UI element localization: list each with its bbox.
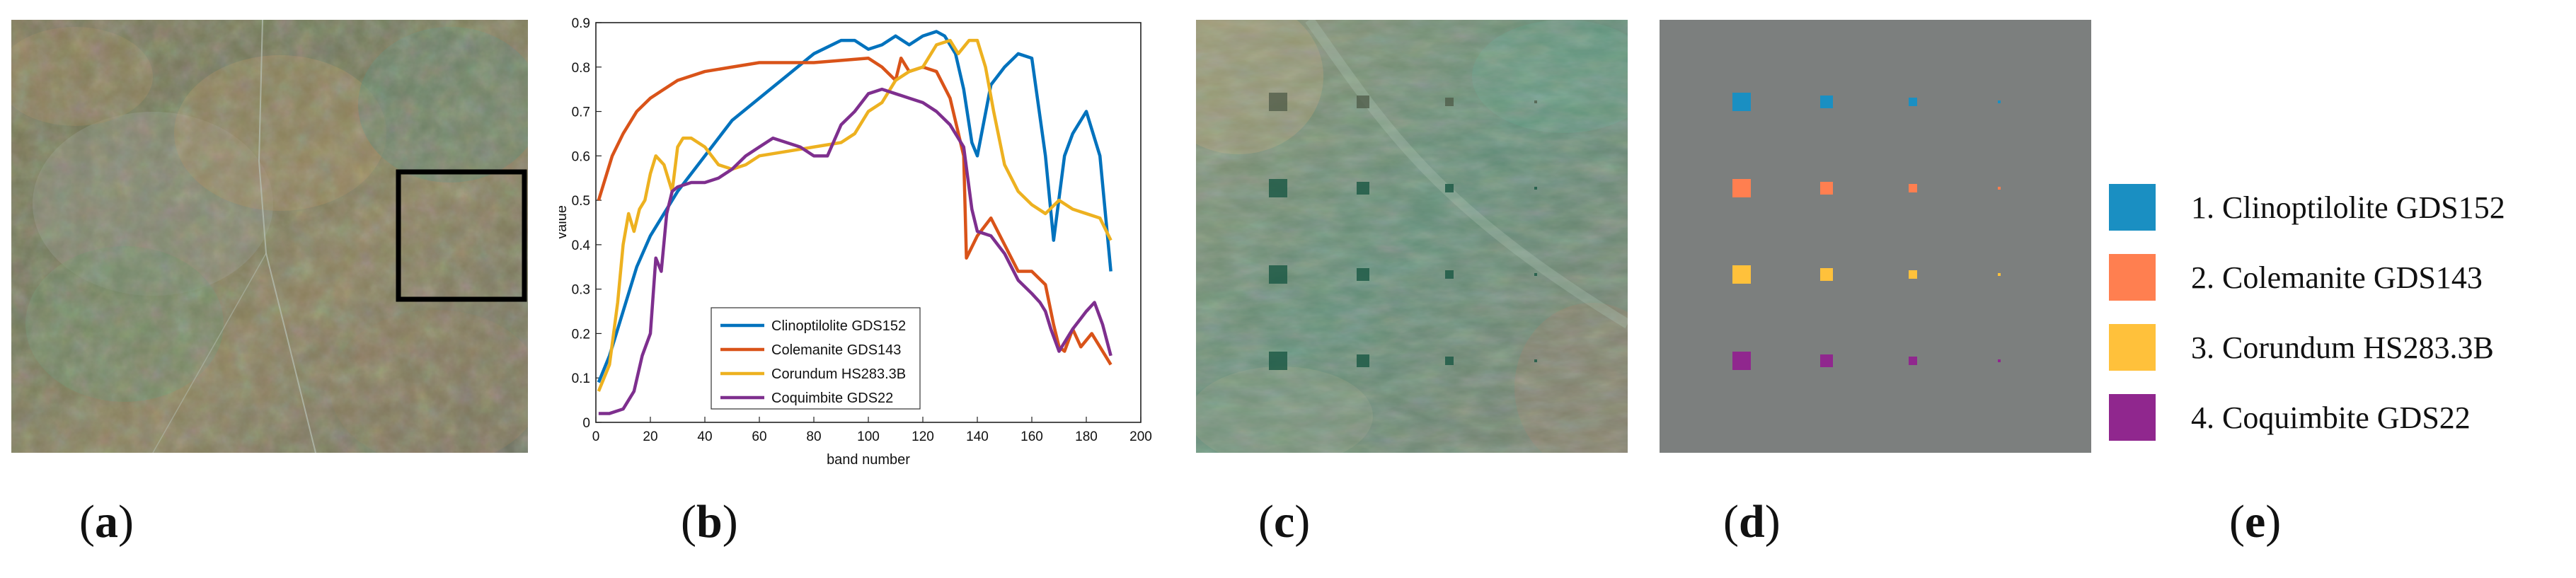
- x-tick-label: 160: [1020, 429, 1043, 444]
- y-tick-label: 0.6: [572, 149, 590, 164]
- legend-label: 2. Colemanite GDS143: [2191, 260, 2483, 295]
- material-legend: 1. Clinoptilolite GDS152 2. Colemanite G…: [2109, 184, 2576, 453]
- implanted-target: [1445, 270, 1454, 279]
- implanted-target: [1534, 359, 1537, 362]
- y-tick-label: 0: [582, 416, 590, 431]
- legend-label: 4. Coquimbite GDS22: [2191, 400, 2471, 435]
- implanted-target: [1357, 268, 1369, 281]
- legend-entry: Clinoptilolite GDS152: [771, 318, 906, 334]
- x-axis-label: band number: [827, 452, 910, 468]
- implanted-target: [1534, 187, 1537, 190]
- series-line-4: [598, 87, 1112, 415]
- ground-truth-target: [1732, 179, 1751, 197]
- caption-a: (a): [79, 496, 134, 548]
- y-tick-label: 0.7: [572, 105, 590, 120]
- y-tick-label: 0.1: [572, 371, 590, 386]
- implanted-target: [1357, 182, 1369, 195]
- ground-truth-target: [1820, 182, 1833, 195]
- series-line-3: [597, 38, 1112, 392]
- ground-truth-target: [1732, 93, 1751, 111]
- implanted-target: [1269, 179, 1287, 197]
- region-of-interest-box: [396, 169, 527, 302]
- legend-swatch: [2109, 324, 2156, 371]
- x-tick-label: 140: [966, 429, 989, 444]
- implanted-target: [1357, 354, 1369, 367]
- x-tick-label: 120: [912, 429, 934, 444]
- x-tick-label: 20: [643, 429, 657, 444]
- series-line-1: [597, 30, 1112, 383]
- ground-truth-target: [1998, 100, 2001, 103]
- ground-truth-target: [1998, 359, 2001, 362]
- implanted-target: [1534, 100, 1537, 103]
- implanted-target: [1357, 96, 1369, 108]
- implanted-target: [1445, 98, 1454, 106]
- caption-e: (e): [2229, 496, 2282, 548]
- legend-entry: Colemanite GDS143: [771, 342, 901, 358]
- ground-truth-target: [1820, 354, 1833, 367]
- caption-b: (b): [681, 496, 738, 548]
- ground-truth-target: [1909, 184, 1917, 192]
- x-tick-label: 40: [697, 429, 712, 444]
- x-tick-label: 200: [1129, 429, 1152, 444]
- ground-truth-target: [1732, 352, 1751, 370]
- implanted-target: [1269, 265, 1287, 284]
- x-tick-label: 180: [1075, 429, 1098, 444]
- legend-item: 1. Clinoptilolite GDS152: [2109, 184, 2505, 231]
- y-tick-label: 0.9: [572, 16, 590, 31]
- legend-entry: Corundum HS283.3B: [771, 366, 906, 382]
- implanted-target: [1534, 273, 1537, 276]
- spectral-signature-chart: 0 20 40 60 80 100 120 140 160 180 200 0 0.1 0.2 0.3 0.4…: [559, 14, 1182, 481]
- implanted-target: [1269, 93, 1287, 111]
- y-tick-label: 0.4: [572, 238, 591, 253]
- legend-item: 3. Corundum HS283.3B: [2109, 324, 2494, 371]
- y-tick-label: 0.8: [572, 61, 590, 76]
- x-tick-label: 60: [752, 429, 766, 444]
- y-axis-label: value: [559, 205, 570, 239]
- legend-swatch: [2109, 254, 2156, 301]
- legend-swatch: [2109, 394, 2156, 441]
- ground-truth-target: [1820, 96, 1833, 108]
- implanted-target: [1445, 357, 1454, 365]
- legend-label: 3. Corundum HS283.3B: [2191, 330, 2494, 365]
- satellite-scene-image: [11, 20, 528, 453]
- implanted-target: [1445, 184, 1454, 192]
- x-tick-label: 80: [806, 429, 821, 444]
- ground-truth-target: [1820, 268, 1833, 281]
- implanted-target: [1269, 352, 1287, 370]
- ground-truth-target: [1909, 98, 1917, 106]
- zoomed-region-image: [1196, 20, 1628, 453]
- legend-label: 1. Clinoptilolite GDS152: [2191, 190, 2505, 225]
- y-tick-label: 0.3: [572, 283, 590, 298]
- legend-item: 2. Colemanite GDS143: [2109, 254, 2483, 301]
- legend-entry: Coquimbite GDS22: [771, 391, 893, 406]
- chart-legend: Clinoptilolite GDS152 Colemanite GDS143 Co…: [711, 307, 921, 410]
- legend-item: 4. Coquimbite GDS22: [2109, 394, 2471, 441]
- x-tick-label: 0: [592, 429, 600, 444]
- caption-c: (c): [1258, 496, 1311, 548]
- ground-truth-target: [1732, 265, 1751, 284]
- ground-truth-map: [1660, 20, 2091, 453]
- ground-truth-target: [1909, 357, 1917, 365]
- ground-truth-target: [1909, 270, 1917, 279]
- ground-truth-target: [1998, 273, 2001, 276]
- ground-truth-target: [1998, 187, 2001, 190]
- caption-d: (d): [1723, 496, 1781, 548]
- y-tick-label: 0.5: [572, 194, 590, 209]
- x-tick-label: 100: [857, 429, 880, 444]
- y-tick-label: 0.2: [572, 327, 590, 342]
- legend-swatch: [2109, 184, 2156, 231]
